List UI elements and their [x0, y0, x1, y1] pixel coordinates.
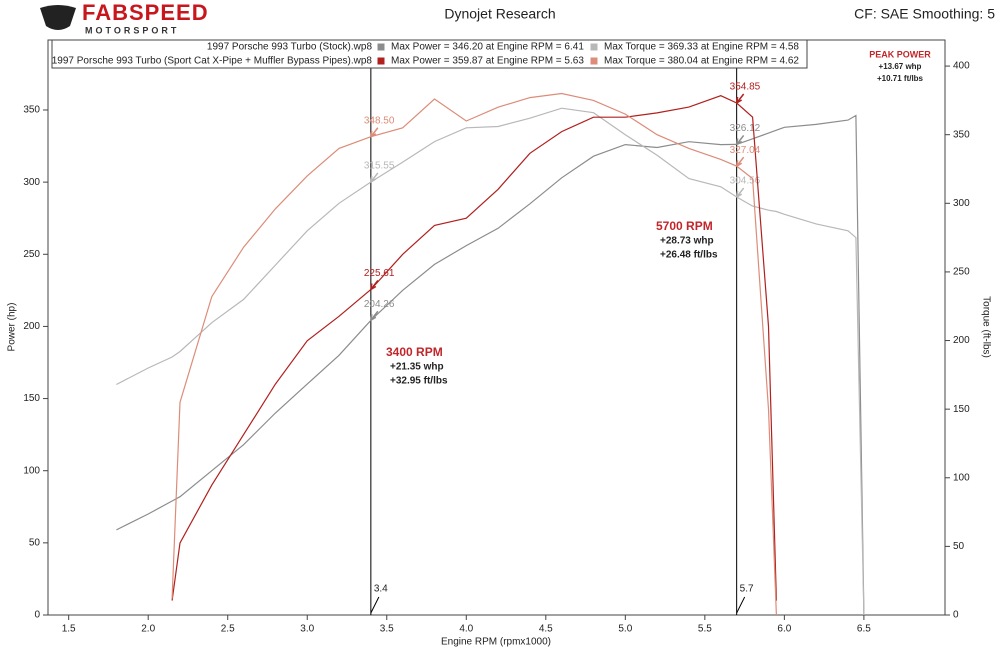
- annotation-line: +10.71 ft/lbs: [877, 74, 924, 83]
- series-line: [171, 95, 777, 601]
- settings: CF: SAE Smoothing: 5: [854, 6, 995, 22]
- y2-tick-label: 150: [953, 404, 970, 415]
- annotation-line: +26.48 ft/lbs: [660, 250, 718, 261]
- value-label: 304.56: [730, 176, 761, 187]
- y2-axis-label: Torque (ft-lbs): [980, 296, 991, 358]
- y-tick-label: 250: [23, 249, 40, 260]
- y-tick-label: 150: [23, 393, 40, 404]
- y-tick-label: 300: [23, 177, 40, 188]
- legend-entry: Max Power = 359.87 at Engine RPM = 5.63: [391, 56, 584, 67]
- legend-box: [51, 39, 808, 69]
- value-label: 315.55: [364, 161, 395, 172]
- legend-entry: Max Torque = 369.33 at Engine RPM = 4.58: [604, 42, 799, 53]
- annotation-title: PEAK POWER: [869, 49, 931, 59]
- label-arrow: [735, 93, 745, 104]
- y-tick-label: 50: [29, 537, 41, 548]
- value-label: 327.04: [730, 145, 761, 156]
- annotation-title: 3400 RPM: [386, 345, 443, 359]
- x-tick-label: 4.5: [539, 624, 553, 635]
- legend-run: 1997 Porsche 993 Turbo (Stock).wp8: [207, 42, 373, 53]
- series-line: [116, 107, 865, 616]
- rpm-marker-label: 3.4: [374, 584, 388, 595]
- y-tick-label: 350: [23, 105, 40, 116]
- marker-arrow: [736, 596, 746, 614]
- x-tick-label: 2.5: [221, 624, 235, 635]
- annotation-line: +13.67 whp: [879, 62, 922, 71]
- value-label: 204.26: [364, 299, 395, 310]
- y-tick-label: 0: [34, 610, 40, 621]
- label-arrow: [735, 134, 745, 146]
- label-arrow: [370, 310, 379, 321]
- x-tick-label: 5.0: [618, 624, 632, 635]
- y2-tick-label: 350: [953, 129, 970, 140]
- x-tick-label: 3.0: [300, 624, 314, 635]
- y-tick-label: 100: [23, 465, 40, 476]
- annotation-line: +32.95 ft/lbs: [390, 376, 448, 387]
- legend-swatch: [589, 56, 599, 66]
- y-axis-label: Power (hp): [7, 303, 18, 352]
- x-tick-label: 1.5: [62, 624, 76, 635]
- logo-mark: [40, 5, 76, 30]
- logo-sub: MOTORSPORT: [85, 25, 179, 35]
- x-tick-label: 3.5: [380, 624, 394, 635]
- legend-entry: Max Torque = 380.04 at Engine RPM = 4.62: [604, 56, 799, 67]
- value-label: 326.12: [730, 123, 761, 134]
- value-label: 348.50: [364, 115, 395, 126]
- label-arrow: [370, 280, 379, 291]
- y2-tick-label: 300: [953, 198, 970, 209]
- annotation-title: 5700 RPM: [656, 219, 713, 233]
- legend-swatch: [376, 42, 386, 52]
- x-tick-label: 4.0: [459, 624, 473, 635]
- label-arrow: [735, 156, 745, 167]
- marker-arrow: [370, 596, 380, 614]
- x-tick-label: 6.0: [777, 624, 791, 635]
- logo: FABSPEED: [82, 0, 209, 25]
- legend-run: 1997 Porsche 993 Turbo (Sport Cat X-Pipe…: [52, 56, 373, 67]
- y2-tick-label: 50: [953, 541, 965, 552]
- label-arrow: [370, 172, 379, 183]
- label-arrow: [370, 127, 379, 138]
- y2-tick-label: 400: [953, 61, 970, 72]
- x-tick-label: 6.5: [857, 624, 871, 635]
- y2-tick-label: 100: [953, 472, 970, 483]
- legend-swatch: [376, 56, 386, 66]
- legend-swatch: [589, 42, 599, 52]
- x-tick-label: 2.0: [141, 624, 155, 635]
- y-tick-label: 200: [23, 321, 40, 332]
- y2-tick-label: 0: [953, 610, 959, 621]
- x-axis-label: Engine RPM (rpmx1000): [441, 637, 551, 648]
- rpm-marker-label: 5.7: [740, 584, 754, 595]
- y2-tick-label: 200: [953, 335, 970, 346]
- series-line: [171, 92, 777, 616]
- series-line: [116, 114, 865, 616]
- annotation-line: +28.73 whp: [660, 236, 714, 247]
- chart-title: Dynojet Research: [444, 6, 555, 22]
- value-label: 354.85: [730, 82, 761, 93]
- label-arrow: [735, 187, 745, 198]
- value-label: 225.61: [364, 268, 395, 279]
- annotation-line: +21.35 whp: [390, 362, 444, 373]
- x-tick-label: 5.5: [698, 624, 712, 635]
- legend-entry: Max Power = 346.20 at Engine RPM = 6.41: [391, 42, 584, 53]
- y2-tick-label: 250: [953, 267, 970, 278]
